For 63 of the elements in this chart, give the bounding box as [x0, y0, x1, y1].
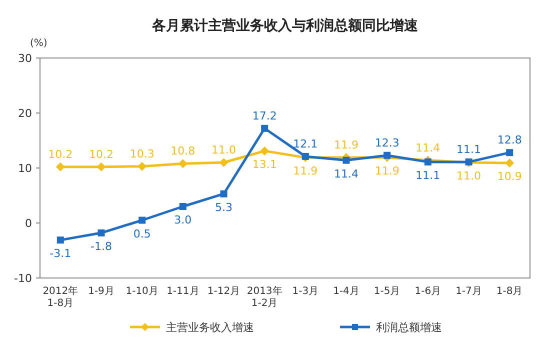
data-label: 0.5 [133, 227, 151, 240]
x-tick-label: 1-12月 [207, 286, 240, 297]
data-label: 13.1 [252, 158, 277, 171]
y-axis-title: (%) [30, 38, 48, 49]
data-label: -3.1 [50, 247, 72, 260]
point [98, 229, 105, 236]
x-tick-label: 1-10月 [126, 286, 158, 297]
point [302, 152, 309, 160]
point [384, 152, 391, 159]
point [220, 190, 228, 198]
y-tick-label: 10 [18, 162, 32, 175]
point [261, 124, 268, 132]
data-label: 12.3 [374, 136, 400, 150]
x-tick-label: 1-4月 [333, 286, 360, 297]
legend-label: 主营业务收入增速 [166, 321, 254, 334]
point [178, 159, 188, 168]
x-tick-label: 1-6月 [414, 286, 442, 297]
point [342, 156, 350, 164]
data-label: 10.8 [170, 144, 196, 158]
point [56, 236, 64, 244]
y-tick-label: 0 [25, 217, 32, 230]
data-label: 12.1 [293, 137, 318, 150]
legend-label: 利润总额增速 [376, 321, 442, 334]
data-label: 11.0 [212, 144, 236, 156]
y-tick-label: -10 [14, 272, 32, 285]
point [138, 216, 146, 224]
point [219, 158, 228, 167]
data-label: 11.9 [334, 138, 358, 152]
data-label: 11.9 [293, 164, 318, 178]
x-tick-label: 1-11月 [166, 286, 200, 297]
point [424, 158, 432, 166]
point [505, 158, 514, 168]
x-tick-label: 2013年 1-2月 [246, 285, 282, 309]
data-label: 17.2 [252, 109, 277, 122]
data-label: 5.3 [215, 200, 232, 214]
data-label: 10.3 [130, 147, 154, 160]
x-tick-label: 1-5月 [374, 286, 400, 297]
chart-title: 各月累计主营业务收入与利润总额同比增速 [151, 17, 419, 34]
data-label: 3.0 [174, 214, 192, 226]
point [260, 146, 270, 156]
point [138, 162, 147, 171]
point [179, 203, 186, 210]
x-tick-label: 2012年 1-8月 [42, 285, 78, 309]
data-label: 11.0 [456, 170, 481, 182]
data-label: 11.9 [374, 164, 400, 178]
data-label: 11.4 [334, 167, 358, 180]
point [56, 162, 65, 172]
data-label: 12.8 [497, 134, 522, 147]
y-tick-label: 20 [18, 107, 32, 120]
data-label: 10.2 [89, 148, 114, 161]
data-label: 10.9 [497, 170, 522, 184]
point [96, 162, 106, 172]
x-tick-label: 1-3月 [292, 286, 319, 297]
y-tick-label: 30 [18, 52, 32, 65]
data-label: 11.1 [456, 142, 481, 156]
data-label: -1.8 [90, 240, 112, 253]
point [506, 149, 514, 156]
data-label: 11.1 [416, 168, 440, 182]
data-label: 11.4 [416, 141, 440, 154]
data-label: 10.2 [48, 148, 73, 161]
x-tick-label: 1-7月 [456, 286, 482, 297]
x-tick-label: 1-9月 [88, 286, 114, 297]
x-tick-label: 1-8月 [496, 286, 523, 297]
